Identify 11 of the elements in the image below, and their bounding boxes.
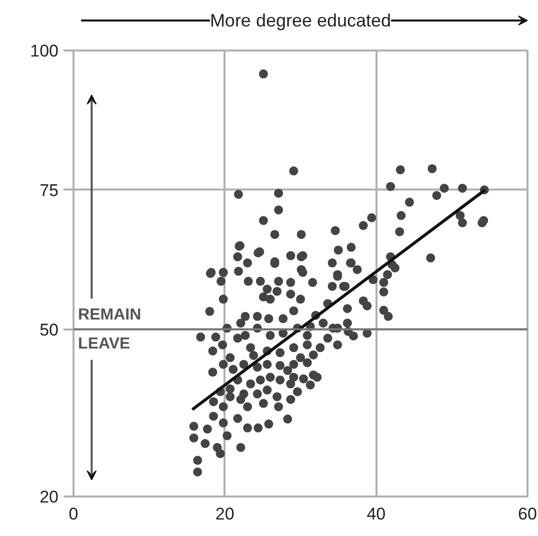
annotation: REMAIN <box>78 306 142 324</box>
y-tick-label: 20 <box>40 488 59 506</box>
y-tick-label: 100 <box>30 42 59 60</box>
y-tick-label: 75 <box>40 180 59 200</box>
annotation: LEAVE <box>78 335 131 352</box>
x-axis-title: More degree educated <box>210 10 392 30</box>
x-tick-label: 0 <box>68 504 78 524</box>
x-tick-label: 20 <box>215 504 234 524</box>
y-tick-label: 50 <box>40 320 59 340</box>
x-tick-label: 40 <box>366 504 386 524</box>
x-tick-label: 60 <box>518 504 537 524</box>
